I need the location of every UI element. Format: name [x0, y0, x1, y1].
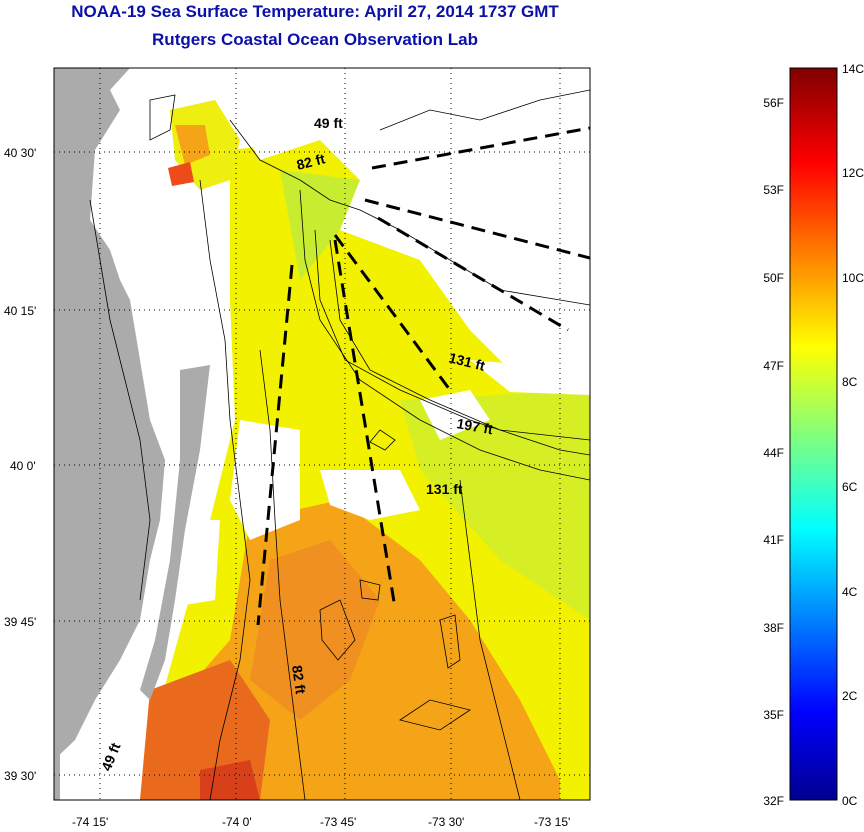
- svg-text:32F: 32F: [763, 794, 784, 808]
- colorbar-celsius: 14C 12C 10C 8C 6C 4C 2C 0C: [842, 62, 864, 808]
- svg-text:40 30': 40 30': [4, 146, 36, 160]
- latitude-labels: 40 30' 40 15' 40 0' 39 45' 39 30': [4, 146, 36, 783]
- svg-text:4C: 4C: [842, 585, 858, 599]
- svg-text:-73 15': -73 15': [534, 815, 570, 829]
- svg-text:-74 15': -74 15': [72, 815, 108, 829]
- map-subtitle: Rutgers Coastal Ocean Observation Lab: [152, 30, 478, 49]
- contour-label: 131 ft: [426, 481, 463, 497]
- svg-text:38F: 38F: [763, 621, 784, 635]
- svg-text:50F: 50F: [763, 271, 784, 285]
- svg-text:2C: 2C: [842, 689, 858, 703]
- svg-text:-74 0': -74 0': [222, 815, 252, 829]
- svg-text:8C: 8C: [842, 375, 858, 389]
- map-title: NOAA-19 Sea Surface Temperature: April 2…: [71, 2, 559, 21]
- svg-text:53F: 53F: [763, 183, 784, 197]
- svg-text:-73 30': -73 30': [428, 815, 464, 829]
- svg-text:14C: 14C: [842, 62, 864, 76]
- land: [54, 68, 210, 800]
- svg-text:40 0': 40 0': [10, 459, 36, 473]
- svg-text:40 15': 40 15': [4, 304, 36, 318]
- map-frame: [53, 67, 591, 801]
- contour-label: 49 ft: [314, 115, 343, 131]
- svg-text:47F: 47F: [763, 359, 784, 373]
- svg-text:39 30': 39 30': [4, 769, 36, 783]
- svg-text:56F: 56F: [763, 96, 784, 110]
- svg-text:0C: 0C: [842, 794, 858, 808]
- svg-text:10C: 10C: [842, 271, 864, 285]
- svg-text:12C: 12C: [842, 166, 864, 180]
- svg-text:6C: 6C: [842, 480, 858, 494]
- svg-text:41F: 41F: [763, 533, 784, 547]
- svg-text:44F: 44F: [763, 446, 784, 460]
- svg-text:-73 45': -73 45': [320, 815, 356, 829]
- dashed-lines: [256, 126, 590, 626]
- contour-label: 197 ft: [455, 415, 494, 437]
- longitude-labels: -74 15' -74 0' -73 45' -73 30' -73 15': [72, 815, 570, 829]
- contour-label: 82 ft: [289, 664, 309, 695]
- svg-text:39 45': 39 45': [4, 615, 36, 629]
- sst-field: [140, 100, 590, 800]
- svg-text:35F: 35F: [763, 708, 784, 722]
- graticule: [54, 68, 590, 800]
- colorbar-fahrenheit: 56F 53F 50F 47F 44F 41F 38F 35F 32F: [763, 96, 784, 808]
- contour-label: 82 ft: [295, 150, 327, 173]
- colorbar: [789, 67, 838, 801]
